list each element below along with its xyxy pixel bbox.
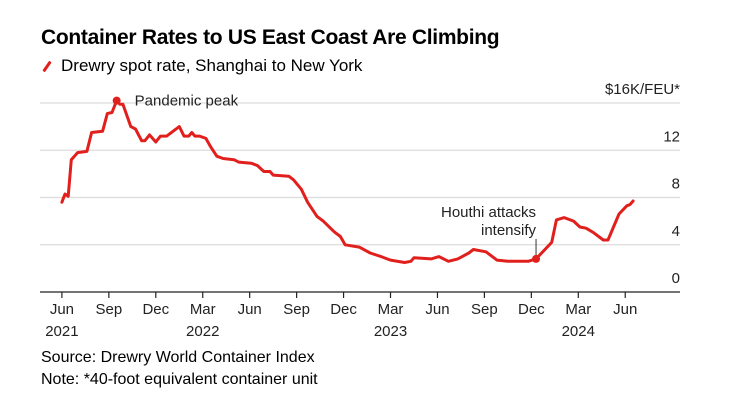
y-tick-label: 4 xyxy=(672,223,680,240)
pandemic-peak-label: Pandemic peak xyxy=(135,93,239,110)
x-tick-label: Mar xyxy=(378,301,404,318)
pandemic-peak-marker xyxy=(112,96,121,105)
y-tick-label: $16K/FEU* xyxy=(605,81,680,98)
x-tick-label: Dec xyxy=(142,301,169,318)
x-tick-label: Mar xyxy=(565,301,591,318)
houthi-marker xyxy=(532,254,541,263)
x-year-label: 2023 xyxy=(374,323,407,340)
x-tick-label: Sep xyxy=(471,301,498,318)
series-line xyxy=(60,99,635,264)
x-tick-label: Sep xyxy=(283,301,310,318)
chart-title: Container Rates to US East Coast Are Cli… xyxy=(41,26,500,49)
note-text: Note: *40-foot equivalent container unit xyxy=(41,371,318,388)
y-tick-label: 0 xyxy=(672,270,680,287)
source-text: Source: Drewry World Container Index xyxy=(41,349,315,366)
x-tick-label: Dec xyxy=(518,301,545,318)
x-tick-label: Jun xyxy=(238,301,262,318)
y-tick-label: 12 xyxy=(663,128,680,145)
x-tick-label: Dec xyxy=(330,301,357,318)
x-tick-label: Jun xyxy=(425,301,449,318)
x-tick-label: Jun xyxy=(613,301,637,318)
x-year-label: 2021 xyxy=(45,323,78,340)
x-tick-label: Sep xyxy=(95,301,122,318)
y-tick-label: 8 xyxy=(672,176,680,193)
legend-label: Drewry spot rate, Shanghai to New York xyxy=(61,56,363,75)
houthi-label-line1: Houthi attacks xyxy=(441,204,536,221)
houthi-label-line2: intensify xyxy=(481,222,537,239)
legend: Drewry spot rate, Shanghai to New York xyxy=(41,56,362,76)
x-tick-label: Mar xyxy=(190,301,216,318)
x-tick-label: Jun xyxy=(50,301,74,318)
x-year-label: 2024 xyxy=(562,323,595,340)
x-year-label: 2022 xyxy=(186,323,219,340)
